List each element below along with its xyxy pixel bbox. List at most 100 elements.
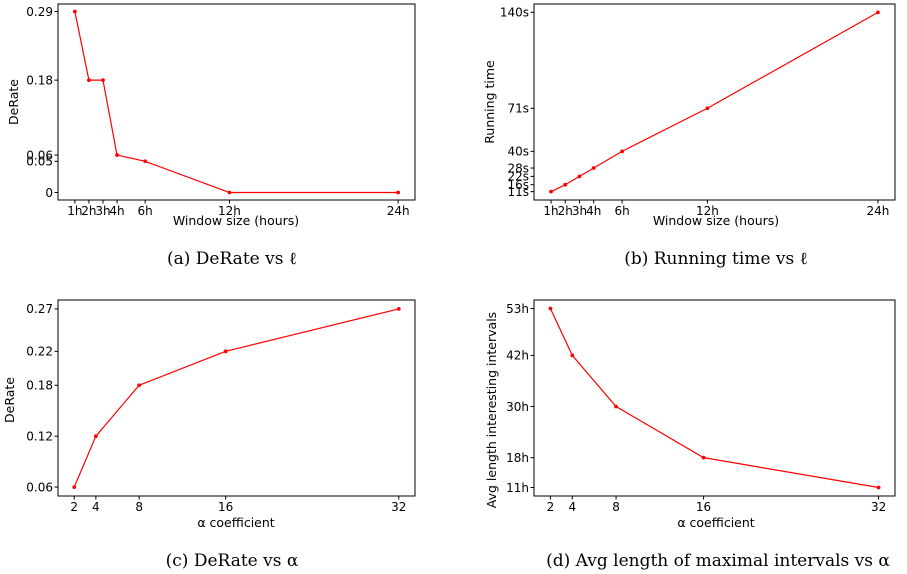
- y-tick-label: 30h: [506, 400, 529, 414]
- x-tick-label: 4: [568, 500, 576, 514]
- data-point: [137, 383, 142, 388]
- data-point: [223, 349, 228, 354]
- x-tick-label: 24h: [387, 204, 410, 218]
- x-tick-label: 8: [612, 500, 620, 514]
- x-axis-label: α coefficient: [197, 515, 274, 530]
- x-axis-ticks: 2 4 8 16 32: [547, 496, 886, 514]
- y-tick-label: 42h: [506, 349, 529, 363]
- x-tick-label: 1h: [67, 204, 82, 218]
- y-tick-label: 22s: [507, 170, 529, 184]
- data-point: [701, 455, 706, 460]
- plot-frame: [533, 299, 896, 497]
- x-tick-label: 16: [218, 500, 233, 514]
- y-tick-label: 0.29: [26, 5, 53, 19]
- x-tick-label: 3h: [572, 204, 587, 218]
- x-tick-label: 2: [547, 500, 555, 514]
- data-point: [396, 307, 401, 311]
- data-points: [72, 307, 401, 489]
- y-tick-label: 0.27: [26, 302, 53, 316]
- x-axis-label: α coefficient: [677, 515, 754, 530]
- data-point: [143, 159, 148, 164]
- y-tick-label: 40s: [507, 145, 529, 159]
- x-tick-label: 3h: [95, 204, 110, 218]
- series-line: [73, 308, 399, 488]
- x-axis-label: Window size (hours): [173, 213, 299, 228]
- y-axis-label: Avg length interesting intervals: [484, 312, 499, 508]
- x-tick-label: 32: [871, 500, 886, 514]
- y-tick-label: 0.06: [26, 148, 53, 162]
- y-tick-label: 11h: [506, 481, 529, 495]
- x-tick-label: 8: [135, 500, 143, 514]
- x-tick-label: 4h: [586, 204, 601, 218]
- chart-caption: (d) Avg length of maximal intervals vs α: [546, 551, 890, 571]
- x-tick-label: 2h: [81, 204, 96, 218]
- y-tick-label: 0.12: [26, 429, 53, 443]
- y-tick-label: 0.05: [26, 155, 53, 169]
- y-tick-label: 11s: [507, 185, 529, 199]
- y-axis-ticks: 0 0.050.06 0.18 0.29: [26, 5, 58, 200]
- data-points: [549, 10, 880, 194]
- data-points: [72, 9, 401, 195]
- data-points: [548, 306, 881, 490]
- y-tick-label: 0.06: [26, 480, 53, 494]
- x-tick-label: 24h: [867, 204, 890, 218]
- panel-derate-vs-alpha: 2 4 8 16 32 0.06 0.12 0.18 0.22 0.27 α coefficie…: [2, 299, 416, 571]
- x-axis-label: Window size (hours): [653, 213, 779, 228]
- x-tick-label: 32: [391, 500, 406, 514]
- plot-frame: [57, 299, 416, 497]
- y-tick-label: 0.18: [26, 73, 53, 87]
- x-axis-ticks: 2 4 8 16 32: [70, 496, 406, 514]
- y-tick-label: 140s: [500, 6, 529, 20]
- chart-caption: (b) Running time vs ℓ: [624, 249, 808, 269]
- y-tick-label: 0.22: [26, 345, 53, 359]
- x-tick-label: 2: [70, 500, 78, 514]
- y-axis-label: Running time: [482, 60, 497, 144]
- series-line: [74, 11, 399, 194]
- data-point: [227, 190, 232, 195]
- panel-avg-length-vs-alpha: 2 4 8 16 32 11h 18h 30h 42h 53h α coefficient Av…: [484, 299, 896, 571]
- data-point: [115, 153, 119, 157]
- data-point: [876, 10, 880, 15]
- y-tick-label: 16s: [507, 178, 529, 192]
- data-point: [396, 190, 401, 195]
- y-tick-label: 28s: [507, 161, 529, 175]
- y-tick-label: 18h: [506, 451, 529, 465]
- chart-caption: (c) DeRate vs α: [166, 551, 299, 571]
- data-point: [577, 174, 582, 179]
- x-tick-label: 2h: [558, 204, 573, 218]
- data-point: [563, 182, 568, 187]
- data-point: [72, 9, 77, 14]
- y-tick-label: 0: [45, 186, 53, 200]
- data-point: [72, 485, 77, 489]
- x-tick-label: 6h: [138, 204, 153, 218]
- data-point: [87, 78, 91, 83]
- y-axis-label: DeRate: [6, 79, 21, 125]
- data-point: [876, 485, 881, 490]
- data-point: [570, 353, 575, 358]
- x-tick-label: 12h: [696, 204, 719, 218]
- x-tick-label: 1h: [543, 204, 558, 218]
- series-line: [550, 11, 879, 193]
- x-tick-label: 16: [696, 500, 711, 514]
- data-point: [93, 434, 98, 439]
- y-tick-label: 71s: [507, 102, 529, 116]
- x-tick-label: 4: [92, 500, 100, 514]
- x-tick-label: 6h: [614, 204, 629, 218]
- data-point: [620, 149, 625, 154]
- y-axis-ticks: 11h 18h 30h 42h 53h: [506, 302, 534, 495]
- data-point: [549, 189, 553, 194]
- data-point: [614, 404, 618, 409]
- y-axis-ticks: 0.06 0.12 0.18 0.22 0.27: [26, 302, 58, 494]
- series-line: [549, 308, 879, 489]
- data-point: [705, 106, 710, 111]
- plot-frame: [533, 3, 896, 201]
- x-tick-label: 4h: [109, 204, 124, 218]
- y-tick-label: 53h: [506, 302, 529, 316]
- chart-caption: (a) DeRate vs ℓ: [167, 249, 297, 269]
- y-axis-label: DeRate: [2, 377, 17, 423]
